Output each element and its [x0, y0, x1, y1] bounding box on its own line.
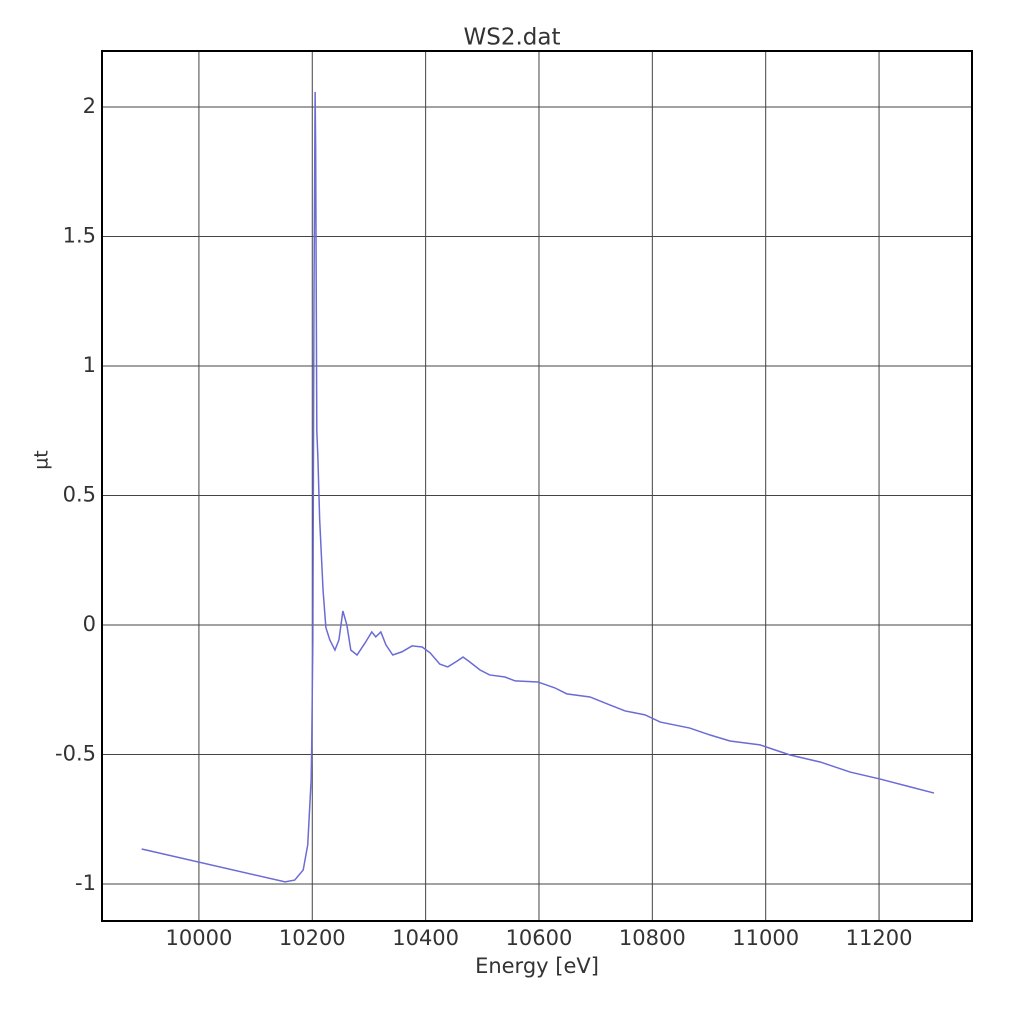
x-axis-label: Energy [eV]: [475, 954, 599, 978]
x-tick-label: 10400: [392, 926, 459, 950]
x-tick-label: 10000: [166, 926, 233, 950]
x-tick-label: 11200: [846, 926, 913, 950]
x-tick-label: 10800: [619, 926, 686, 950]
y-tick-label: 2: [83, 94, 96, 118]
x-tick-label: 10200: [279, 926, 346, 950]
y-tick-label: 0: [83, 612, 96, 636]
plot-frame: [101, 50, 973, 922]
y-tick-label: 1.5: [63, 223, 96, 247]
y-tick-label: -1: [75, 871, 96, 895]
data-line: [141, 91, 935, 883]
chart-title: WS2.dat: [464, 25, 561, 51]
y-tick-label: 0.5: [63, 482, 96, 506]
x-tick-label: 11000: [732, 926, 799, 950]
x-tick-label: 10600: [506, 926, 573, 950]
y-axis-label: µt: [31, 450, 53, 470]
y-tick-label: -0.5: [55, 741, 96, 765]
y-tick-label: 1: [83, 353, 96, 377]
